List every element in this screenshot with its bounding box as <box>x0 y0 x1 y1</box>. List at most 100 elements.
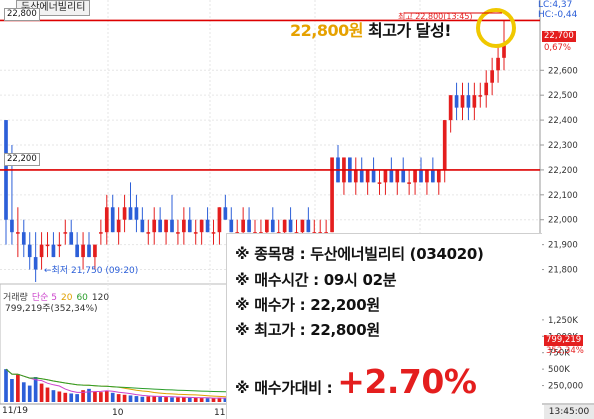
candle-body <box>265 219 269 233</box>
volume-legend-item: 거래량 <box>3 293 28 303</box>
candle-body <box>288 219 293 233</box>
volume-bar <box>176 397 180 402</box>
candle-body <box>472 95 477 108</box>
info-buy-time: ※ 매수시간 : 09시 02분 <box>235 271 397 289</box>
candle-body <box>176 232 180 234</box>
candle-body <box>460 95 465 108</box>
volume-bar <box>16 374 20 402</box>
volume-bar <box>116 394 121 402</box>
candle-body <box>502 45 506 58</box>
candle-body <box>371 169 376 183</box>
candle-body <box>116 219 121 233</box>
candle-body <box>51 244 56 258</box>
candle-body <box>389 169 394 183</box>
candle-body <box>330 157 334 233</box>
price-tick-label: 22,600 <box>548 66 578 76</box>
volume-bar <box>170 397 174 402</box>
volume-count: 799,219주(352,34%) <box>5 304 98 314</box>
candle-body <box>39 244 44 258</box>
candle-body <box>122 207 127 220</box>
candle-body <box>490 70 494 83</box>
candle-body <box>152 219 157 233</box>
candle-body <box>484 82 489 96</box>
price-tag-line: 22,200 <box>4 153 40 166</box>
low-arrow-icon: ← <box>44 266 52 276</box>
volume-bar <box>122 394 127 402</box>
time-readout: 13:45:00 <box>544 405 594 419</box>
volume-legend-item: 단순 5 <box>31 293 57 303</box>
candle-body <box>164 219 168 233</box>
volume-bar <box>93 391 97 402</box>
price-tick-label: 22,200 <box>548 166 578 176</box>
price-tag-current-pct: 0,67% <box>544 43 572 53</box>
price-tick-label: 22,400 <box>548 116 578 126</box>
candle-body <box>199 219 204 233</box>
candle-body <box>182 219 186 233</box>
candle-body <box>425 169 429 183</box>
candle-body <box>10 219 14 233</box>
candle-body <box>93 244 97 258</box>
candle-body <box>140 219 145 233</box>
volume-bar <box>158 396 162 402</box>
volume-legend: 거래량 단순 5 20 60 120 <box>3 290 113 303</box>
candle-body <box>259 232 263 234</box>
volume-bar <box>211 398 216 402</box>
candle-body <box>187 219 192 233</box>
candle-body <box>229 219 234 233</box>
trade-info-panel: ※ 종목명 : 두산에너빌리티 (034020) ※ 매수시간 : 09시 02… <box>226 233 542 419</box>
candle-body <box>270 219 275 233</box>
candle-body <box>436 169 441 183</box>
candle-body <box>21 232 26 245</box>
lc-hc-readout: LC:4,37 HC:-0,44 <box>538 0 577 20</box>
candle-body <box>454 95 459 108</box>
candle-body <box>158 219 162 233</box>
candle-body <box>134 207 139 220</box>
lc-text: LC:4,37 <box>538 0 573 10</box>
volume-bar <box>10 379 14 402</box>
volume-bar <box>164 397 168 402</box>
candle-body <box>442 120 447 170</box>
candle-body <box>312 232 317 234</box>
price-tag-current: 22,700 <box>542 31 576 42</box>
candle-body <box>466 95 471 108</box>
headline-rest: 최고가 달성! <box>362 21 452 40</box>
volume-bar <box>140 396 145 402</box>
price-tick-label: 22,500 <box>548 91 578 101</box>
volume-bar <box>152 396 157 402</box>
volume-bar <box>99 392 103 402</box>
candle-body <box>294 232 299 234</box>
candle-body <box>300 219 305 233</box>
candle-body <box>16 232 20 234</box>
candle-body <box>223 207 228 220</box>
candle-body <box>395 169 400 183</box>
candle-body <box>419 169 423 183</box>
info-ratio-value: +2.70% <box>337 362 477 401</box>
price-tick-label: 21,900 <box>548 241 578 251</box>
candle-body <box>324 232 328 234</box>
volume-bar <box>45 387 50 402</box>
low-marker-text: ←최저 21,750 (09:20) <box>44 266 139 276</box>
candle-body <box>104 207 109 233</box>
price-tick-label: 22,100 <box>548 191 578 201</box>
high-marker-text: 최고 22,800(13:45) <box>398 12 473 21</box>
candle-body <box>205 219 210 233</box>
info-stock-name: ※ 종목명 : 두산에너빌리티 (034020) <box>235 245 484 263</box>
volume-tag-current: 799,219 <box>544 335 584 346</box>
candle-body <box>377 182 382 184</box>
volume-bar <box>205 398 210 402</box>
candle-body <box>478 95 483 97</box>
candle-body <box>128 207 133 220</box>
price-tag-high: 22,800 <box>4 8 40 21</box>
info-ratio: ※ 매수가대비 : +2.70% <box>235 362 477 401</box>
volume-tick-label: 1,250K <box>548 316 578 326</box>
info-ratio-label: ※ 매수가대비 : <box>235 379 338 397</box>
candle-body <box>401 169 406 183</box>
volume-tick-label: 500K <box>548 365 570 375</box>
volume-bar <box>51 390 56 402</box>
candle-body <box>365 169 370 183</box>
candle-body <box>170 219 174 233</box>
candle-body <box>383 169 388 183</box>
info-buy-price: ※ 매수가 : 22,200원 <box>235 296 380 314</box>
date-tick-label: 11 <box>214 408 225 418</box>
volume-tick-label: 250,000 <box>548 382 583 392</box>
